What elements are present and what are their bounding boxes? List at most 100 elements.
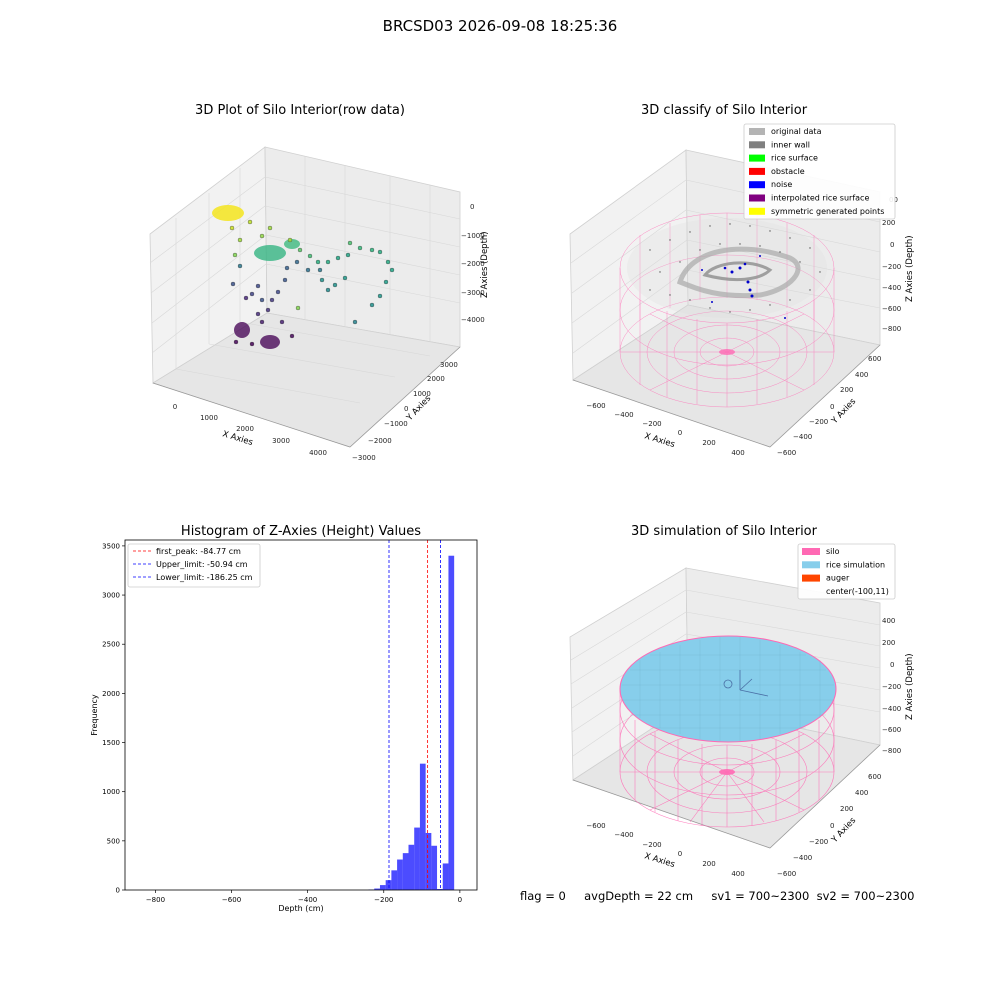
histogram-bar [431, 845, 438, 890]
simulation-y-tick: −600 [777, 870, 796, 878]
simulation-y-label: Y Axies [829, 815, 858, 845]
status-line: flag = 0 avgDepth = 22 cm sv1 = 700~2300… [520, 889, 915, 903]
legend-swatch [749, 181, 765, 189]
legend-swatch [749, 194, 765, 202]
classify-3d-plot: −600 −400 −200 0 200 400 −600 −400 −200 … [569, 123, 915, 457]
classify-z-tick: 200 [882, 219, 895, 227]
y-tick-label: 2500 [102, 641, 120, 649]
raw-z-label: Z Axies (Depth) [480, 231, 490, 298]
figure-title: BRCSD03 2026-09-08 18:25:36 [382, 17, 618, 35]
histogram-frame [124, 539, 478, 891]
classify-y-label: Y Axies [829, 396, 858, 426]
raw-z-tick: −2000 [461, 260, 485, 268]
simulation-y-tick: 0 [830, 822, 834, 830]
y-tick-label: 0 [116, 887, 120, 895]
simulation-y-tick: −400 [793, 854, 812, 862]
simulation-z-label: Z Axies (Depth) [905, 653, 915, 720]
y-tick-label: 3000 [102, 592, 120, 600]
raw-y-tick: 0 [404, 405, 408, 413]
legend-label: symmetric generated points [771, 207, 884, 216]
classify-z-label: Z Axies (Depth) [905, 235, 915, 302]
legend-label: noise [771, 180, 792, 189]
simulation-z-tick: 400 [882, 617, 895, 625]
simulation-z-tick: −400 [882, 705, 901, 713]
histogram-bar [425, 832, 432, 890]
x-tick-label: −600 [222, 896, 241, 904]
simulation-z-tick: −200 [882, 683, 901, 691]
classify-z-tick: 0 [890, 241, 894, 249]
raw-z-tick: −1000 [461, 232, 485, 240]
simulation-center-marker [719, 769, 735, 775]
x-tick-label: −400 [298, 896, 317, 904]
y-tick-label: 2000 [102, 690, 120, 698]
classify-center-marker [719, 349, 735, 355]
histogram-bar [379, 885, 386, 890]
classify-y-tick: 200 [840, 386, 853, 394]
legend-swatch [802, 574, 820, 582]
simulation-x-tick: −600 [586, 822, 605, 830]
histogram-bar [437, 889, 443, 890]
classify-x-tick: 400 [731, 449, 744, 457]
histogram-bar [385, 880, 392, 890]
rice-simulation-surface [619, 635, 837, 743]
histogram-bar [374, 888, 380, 890]
raw-x-tick: 4000 [309, 449, 327, 457]
classify-z-tick: −600 [882, 305, 901, 313]
raw-3d-plot: 0 1000 2000 3000 4000 −3000 −2000 −1000 … [149, 146, 490, 462]
simulation-z-tick: 200 [882, 639, 895, 647]
legend-label: inner wall [771, 140, 810, 149]
classify-y-tick: −200 [809, 418, 828, 426]
raw-point-cloud [212, 205, 395, 349]
classify-x-tick: −400 [614, 411, 633, 419]
classify-x-tick: 0 [678, 429, 682, 437]
legend-label: Lower_limit: -186.25 cm [156, 573, 253, 582]
simulation-y-tick: 200 [840, 805, 853, 813]
classify-y-tick: −600 [777, 449, 796, 457]
histogram-x-label: Depth (cm) [278, 904, 323, 913]
simulation-x-label: X Axies [643, 851, 676, 870]
simulation-y-tick: 600 [868, 773, 881, 781]
legend-label: Upper_limit: -50.94 cm [156, 560, 248, 569]
raw-z-tick: 0 [470, 203, 474, 211]
legend-swatch [802, 548, 820, 555]
y-tick-label: 500 [107, 837, 120, 845]
simulation-x-tick: −400 [614, 831, 633, 839]
legend-swatch [802, 561, 820, 569]
classify-y-tick: 600 [868, 355, 881, 363]
legend-label: silo [826, 547, 840, 556]
legend-swatch [749, 141, 765, 149]
histogram-legend: first_peak: -84.77 cm Upper_limit: -50.94… [127, 543, 261, 588]
legend-label: original data [771, 127, 822, 136]
x-tick-label: 0 [458, 896, 462, 904]
histogram-chart: −800 −600 −400 −200 0 0 500 1000 1500 2000 2500 30… [90, 539, 478, 913]
simulation-legend: silo rice simulation auger center(-100,11) [797, 543, 896, 600]
legend-label: interpolated rice surface [771, 194, 869, 203]
y-tick-label: 1500 [102, 739, 120, 747]
simulation-y-tick: 400 [855, 789, 868, 797]
simulation-z-tick: 0 [890, 661, 894, 669]
histogram-bar [408, 844, 415, 890]
classify-point-cloud [627, 218, 827, 319]
x-tick-label: −800 [146, 896, 165, 904]
legend-label: first_peak: -84.77 cm [156, 547, 241, 556]
legend-swatch [749, 207, 765, 215]
legend-label: obstacle [771, 167, 805, 176]
simulation-z-tick: −600 [882, 726, 901, 734]
classify-x-tick: −600 [586, 402, 605, 410]
y-tick-label: 1000 [102, 788, 120, 796]
raw-x-tick: 3000 [272, 437, 290, 445]
classify-y-tick: 400 [855, 371, 868, 379]
legend-label: rice surface [771, 154, 818, 163]
histogram-bar [414, 827, 420, 890]
classify-x-label: X Axies [643, 431, 676, 450]
raw-x-tick: 1000 [200, 414, 218, 422]
classify-y-tick: −400 [793, 433, 812, 441]
histogram-bar [419, 763, 426, 890]
classify-z-tick: −800 [882, 325, 901, 333]
raw-x-tick: 0 [173, 403, 177, 411]
raw-plot-title: 3D Plot of Silo Interior(row data) [195, 103, 405, 118]
classify-z-tick: −400 [882, 284, 901, 292]
classify-x-tick: 200 [702, 439, 715, 447]
legend-swatch [749, 167, 765, 175]
classify-y-tick: 0 [830, 403, 834, 411]
